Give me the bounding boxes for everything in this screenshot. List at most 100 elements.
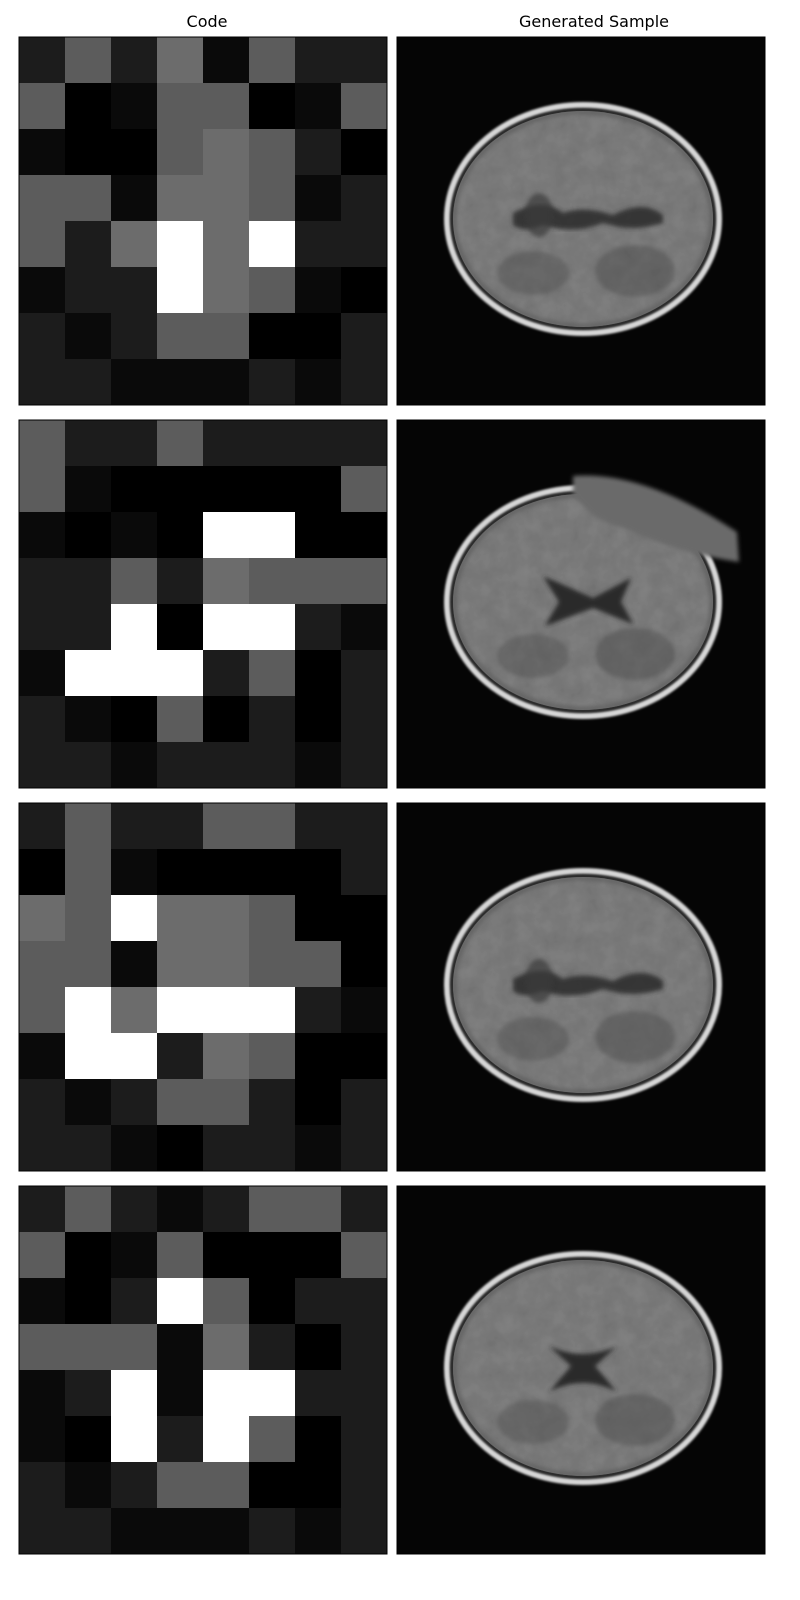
code-cell [249,83,296,130]
code-cell [65,420,112,467]
code-cell [249,420,296,467]
code-panel-frame [18,1185,388,1555]
code-cell [65,37,112,84]
code-panel [18,36,388,406]
code-cell [19,359,66,406]
code-cell [295,1324,342,1371]
code-cell [157,987,204,1034]
code-cell [19,742,66,789]
code-cell [341,941,388,988]
code-cell [295,83,342,130]
code-cell [203,359,250,406]
tissue-shade [497,1017,569,1061]
code-cell [65,696,112,743]
code-cell [111,696,158,743]
code-cell [19,696,66,743]
code-cell [341,83,388,130]
code-cell [157,83,204,130]
code-cell [111,512,158,559]
code-cell [19,650,66,697]
code-cell [19,267,66,314]
code-cell [203,1508,250,1555]
tissue-shade [595,1011,675,1063]
code-cell [249,1416,296,1463]
cortex-band [451,875,715,1095]
code-cell [295,849,342,896]
code-cell [65,895,112,942]
code-cell [341,129,388,176]
code-cell [157,466,204,513]
code-cell [295,37,342,84]
code-cell [65,742,112,789]
sample-row [18,36,766,406]
code-cell [157,604,204,651]
code-cell [203,221,250,268]
code-cell [295,1370,342,1417]
generated-sample-panel [396,419,766,789]
code-cell [111,175,158,222]
code-cell [19,313,66,360]
code-cell [65,359,112,406]
skull-ring [444,1251,722,1485]
code-cell [65,512,112,559]
code-cell [65,558,112,605]
code-cell [65,1033,112,1080]
code-cell [295,987,342,1034]
code-cell [111,1033,158,1080]
code-cell [203,742,250,789]
code-cell [341,650,388,697]
code-cell [157,1324,204,1371]
code-cell [203,1033,250,1080]
code-cell [111,221,158,268]
code-cell [295,512,342,559]
code-cell [203,1278,250,1325]
sample-panel-frame [396,1185,766,1555]
code-cell [203,1125,250,1172]
code-cell [19,1186,66,1233]
code-cell [157,650,204,697]
code-cell [157,1508,204,1555]
code-cell [157,849,204,896]
code-cell [249,941,296,988]
tissue-shade [595,245,675,297]
code-cell [19,420,66,467]
code-cell [341,175,388,222]
code-cell [65,987,112,1034]
code-cell [295,420,342,467]
code-cell [295,175,342,222]
code-cell [65,1186,112,1233]
code-cell [65,1370,112,1417]
code-cell [249,512,296,559]
tissue-shade [497,634,569,678]
sample-row [18,419,766,789]
code-cell [341,604,388,651]
code-panel [18,1185,388,1555]
code-cell [341,742,388,789]
code-cell [341,1079,388,1126]
code-cell [157,359,204,406]
code-cell [341,558,388,605]
code-cell [111,803,158,850]
code-cell [111,941,158,988]
code-cell [203,1186,250,1233]
code-cell [111,1324,158,1371]
sample-panel-frame [396,36,766,406]
code-cell [203,267,250,314]
code-cell [203,1232,250,1279]
code-cell [157,941,204,988]
code-cell [157,313,204,360]
code-cell [341,1416,388,1463]
code-cell [19,129,66,176]
code-cell [295,1462,342,1509]
code-cell [111,359,158,406]
ventricles [543,576,633,626]
code-cell [157,1278,204,1325]
code-cell [111,129,158,176]
code-cell [249,987,296,1034]
code-cell [203,512,250,559]
basal-region [525,193,553,237]
code-cell [157,1033,204,1080]
code-cell [203,1079,250,1126]
generated-sample-panel [396,1185,766,1555]
code-cell [65,803,112,850]
